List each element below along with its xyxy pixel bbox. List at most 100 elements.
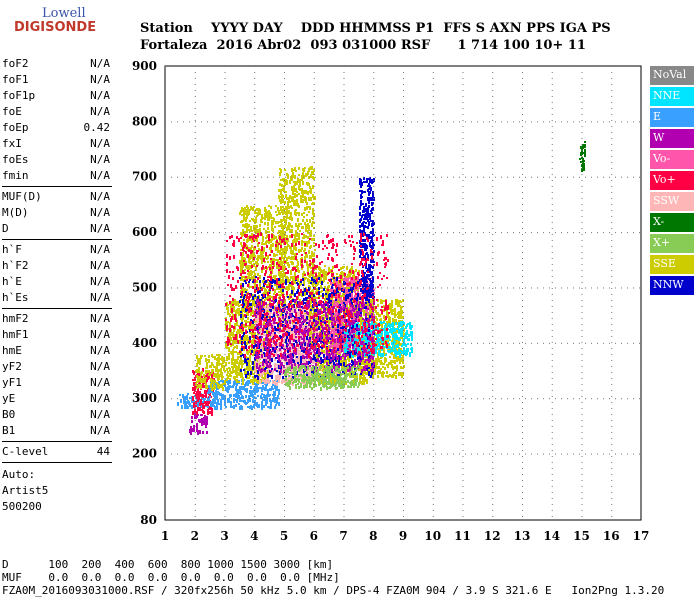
echo-dot xyxy=(215,367,217,371)
echo-dot xyxy=(207,411,209,415)
echo-dot xyxy=(195,384,197,386)
echo-dot xyxy=(304,248,306,251)
echo-dot xyxy=(278,230,280,233)
echo-dot xyxy=(280,252,282,254)
echo-dot xyxy=(321,270,323,273)
echo-dot xyxy=(353,275,355,279)
echo-dot xyxy=(277,232,279,234)
echo-dot xyxy=(297,180,299,183)
echo-dot xyxy=(306,219,308,222)
echo-dot xyxy=(203,420,205,424)
param-name: foEp xyxy=(2,121,29,134)
echo-dot xyxy=(224,402,226,406)
echo-dot xyxy=(264,217,266,220)
echo-dot xyxy=(235,365,237,369)
echo-dot xyxy=(196,427,198,431)
echo-dot xyxy=(308,240,310,244)
echo-dot xyxy=(326,295,328,299)
param-name: MUF(D) xyxy=(2,190,42,203)
echo-dot xyxy=(241,362,243,366)
echo-dot xyxy=(228,362,230,364)
echo-dot xyxy=(282,292,284,294)
echo-dot xyxy=(256,238,258,242)
echo-dot xyxy=(272,217,274,219)
echo-dot xyxy=(192,400,194,403)
param-name: fmin xyxy=(2,169,29,182)
echo-dot xyxy=(306,202,308,205)
echo-dot xyxy=(277,249,279,253)
echo-dot xyxy=(287,175,289,179)
echo-dot xyxy=(282,195,284,198)
echo-dot xyxy=(300,199,302,203)
echo-dot xyxy=(276,389,278,391)
echo-dot xyxy=(283,267,285,271)
echo-dot xyxy=(225,317,227,319)
echo-dot xyxy=(197,385,199,388)
param-value: N/A xyxy=(90,206,110,219)
echo-dot xyxy=(229,394,231,398)
echo-dot xyxy=(233,395,235,397)
echo-dot xyxy=(250,261,252,264)
echo-dot xyxy=(236,382,238,386)
echo-dot xyxy=(302,219,304,222)
auto-artist: Artist5 xyxy=(2,484,49,497)
echo-dot xyxy=(187,400,189,403)
echo-dot xyxy=(280,207,282,211)
echo-dot xyxy=(228,353,230,356)
echo-dot xyxy=(290,317,292,321)
echo-dot xyxy=(286,180,288,182)
echo-dot xyxy=(229,324,231,328)
param-row-foes: foEs N/A xyxy=(2,152,112,168)
echo-dot xyxy=(288,280,290,283)
echo-dot xyxy=(265,297,267,300)
echo-dot xyxy=(207,406,209,408)
echo-dot xyxy=(255,361,257,363)
echo-dot xyxy=(256,402,258,405)
echo-dot xyxy=(288,212,290,214)
echo-dot xyxy=(195,401,197,404)
echo-dot xyxy=(198,358,200,362)
echo-dot xyxy=(233,334,235,337)
echo-dot xyxy=(265,385,267,387)
echo-dot xyxy=(276,214,278,216)
echo-dot xyxy=(293,246,295,249)
echo-dot xyxy=(345,371,347,374)
echo-dot xyxy=(285,277,287,280)
echo-dot xyxy=(242,264,244,268)
echo-dot xyxy=(231,363,233,365)
echo-dot xyxy=(190,431,192,435)
echo-dot xyxy=(214,356,216,360)
echo-dot xyxy=(202,382,204,385)
echo-dot xyxy=(357,289,359,292)
echo-dot xyxy=(284,182,286,186)
echo-dot xyxy=(299,352,301,356)
echo-dot xyxy=(283,212,285,214)
echo-dot xyxy=(300,223,302,225)
echo-dot xyxy=(281,184,283,187)
echo-dot xyxy=(274,385,276,387)
echo-dot xyxy=(295,188,297,192)
echo-dot xyxy=(261,260,263,264)
echo-dot xyxy=(298,187,300,190)
echo-dot xyxy=(232,353,234,357)
echo-dot xyxy=(295,203,297,206)
echo-dot xyxy=(289,195,291,197)
echo-dot xyxy=(251,406,253,410)
echo-dot xyxy=(197,431,199,435)
echo-dot xyxy=(309,298,311,301)
param-row-clevel: C-level 44 xyxy=(2,444,112,460)
echo-dot xyxy=(301,240,303,243)
echo-dot xyxy=(285,246,287,250)
echo-dot xyxy=(294,236,296,240)
echo-dot xyxy=(195,405,197,407)
echo-dot xyxy=(309,266,311,268)
param-value: N/A xyxy=(90,105,110,118)
echo-dot xyxy=(314,276,316,280)
echo-dot xyxy=(210,403,212,407)
echo-dot xyxy=(250,332,252,334)
echo-dot xyxy=(221,356,223,360)
echo-dot xyxy=(268,406,270,408)
echo-dot xyxy=(258,208,260,210)
echo-dot xyxy=(254,211,256,214)
echo-dot xyxy=(296,182,298,185)
